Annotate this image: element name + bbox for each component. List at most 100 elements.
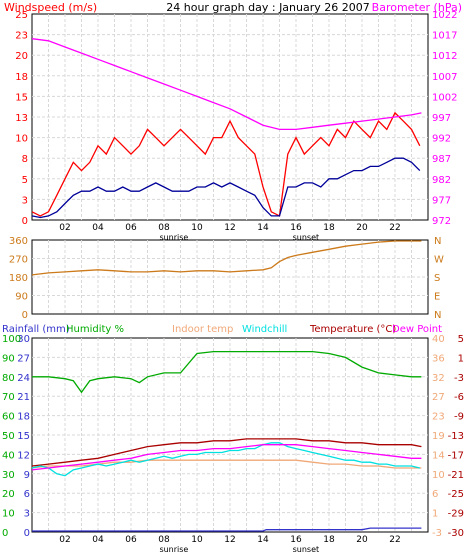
tick-label: 23 — [15, 31, 28, 42]
tick-label: E — [434, 292, 440, 303]
x-tick-label: 12 — [224, 223, 235, 233]
legend-entry: Indoor temp — [172, 324, 233, 335]
legend-entry: Dew Point — [392, 324, 442, 335]
tick-label: 30 — [2, 470, 15, 481]
tick-label: -29 — [448, 509, 464, 520]
chart-title: 24 hour graph day : January 26 2007 — [166, 1, 370, 14]
x-tick-label: 14 — [257, 223, 269, 233]
wind-right-ticks: 1022 1017 1012 1007 1002 997 992 987 982 977 972 — [432, 10, 457, 227]
tick-label: 987 — [432, 154, 451, 165]
direction-chart-grid — [32, 240, 428, 314]
tick-label: -3 — [432, 528, 442, 539]
x-tick-label: 18 — [323, 535, 335, 545]
tick-label: 1007 — [432, 72, 457, 83]
x-tick-label: 08 — [158, 223, 170, 233]
tick-label: -3 — [454, 373, 464, 384]
tick-label: 40 — [2, 450, 15, 461]
series-dewpoint — [31, 444, 422, 471]
tick-label: S — [434, 273, 440, 284]
tick-label: 18 — [17, 412, 30, 423]
tick-label: 100 — [2, 334, 21, 345]
tick-label: 10 — [15, 134, 28, 145]
tick-label: 18 — [15, 72, 28, 83]
tick-label: 0 — [24, 528, 30, 539]
legend-entry: Humidity % — [66, 324, 124, 335]
x-tick-label: 08 — [158, 535, 170, 545]
tick-label: 3 — [24, 509, 30, 520]
x-tick-label: 16 — [290, 223, 302, 233]
tick-label: 23 — [432, 412, 445, 423]
tick-label: 27 — [432, 392, 445, 403]
x-tick-label: 04 — [92, 535, 104, 545]
tick-label: 32 — [432, 373, 445, 384]
tick-label: 12 — [17, 450, 30, 461]
tick-label: 10 — [2, 509, 15, 520]
tick-label: 70 — [2, 392, 15, 403]
x-tick-label: 20 — [356, 535, 368, 545]
series-windchill — [31, 442, 420, 477]
tick-label: -17 — [448, 450, 464, 461]
sunrise-label: sunrise — [159, 545, 188, 554]
tick-label: 24 — [17, 373, 30, 384]
series-rainfall — [32, 527, 422, 532]
tick-label: 6 — [24, 489, 30, 500]
tick-label: 6 — [432, 489, 438, 500]
series-barometer — [31, 38, 422, 131]
tick-label: 8 — [22, 154, 28, 165]
legend-entry: Rainfall (mm) — [2, 324, 70, 335]
tick-label: 15 — [17, 431, 30, 442]
tick-label: 270 — [9, 255, 28, 266]
tick-label: 20 — [2, 489, 15, 500]
x-tick-label: 22 — [389, 223, 400, 233]
tick-label: 9 — [24, 470, 30, 481]
tick-label: 27 — [17, 353, 30, 364]
weather-legend: Rainfall (mm)Humidity % Indoor temp Windch… — [2, 324, 442, 335]
tick-label: 80 — [2, 373, 15, 384]
tick-label: 1017 — [432, 31, 457, 42]
weather-chart-plot — [31, 350, 422, 532]
tick-label: -21 — [448, 470, 464, 481]
series-temperature — [31, 438, 422, 467]
x-tick-label: 04 — [92, 223, 104, 233]
tick-label: 360 — [9, 236, 28, 247]
tick-label: 90 — [15, 292, 28, 303]
tick-label: 20 — [15, 51, 28, 62]
tick-label: -13 — [448, 431, 464, 442]
tick-label: 21 — [17, 392, 30, 403]
x-tick-label: 22 — [389, 535, 400, 545]
sunrise-label: sunrise — [159, 233, 188, 242]
tick-label: 90 — [2, 353, 15, 364]
x-tick-label: 06 — [125, 535, 137, 545]
tick-label: -9 — [454, 412, 464, 423]
tick-label: 19 — [432, 431, 445, 442]
wind-right-label: Barometer (hPa) — [372, 1, 462, 14]
tick-label: 1 — [432, 509, 438, 520]
tick-label: 1012 — [432, 51, 457, 62]
legend-entry: Windchill — [242, 324, 287, 335]
tick-label: 1 — [458, 353, 464, 364]
tick-label: 50 — [2, 431, 15, 442]
series-humidity — [32, 350, 422, 394]
x-tick-label: 10 — [191, 223, 203, 233]
series-avgwind — [31, 157, 421, 219]
tick-label: 0 — [22, 216, 28, 227]
tick-label: 10 — [432, 470, 445, 481]
sunset-label: sunset — [293, 545, 320, 554]
tick-label: -30 — [448, 528, 464, 539]
tick-label: 1002 — [432, 92, 457, 103]
x-tick-label: 16 — [290, 535, 302, 545]
tick-label: 13 — [15, 113, 28, 124]
tick-label: 992 — [432, 134, 451, 145]
tick-label: 0 — [22, 310, 28, 321]
tick-label: 997 — [432, 113, 451, 124]
x-tick-label: 20 — [356, 223, 368, 233]
tick-label: 972 — [432, 216, 451, 227]
x-tick-label: 12 — [224, 535, 235, 545]
tick-label: 0 — [2, 528, 8, 539]
x-tick-label: 14 — [257, 535, 269, 545]
tick-label: 40 — [432, 334, 445, 345]
tick-label: N — [434, 236, 441, 247]
tick-label: 982 — [432, 175, 451, 186]
weather-chart-grid — [32, 338, 428, 532]
